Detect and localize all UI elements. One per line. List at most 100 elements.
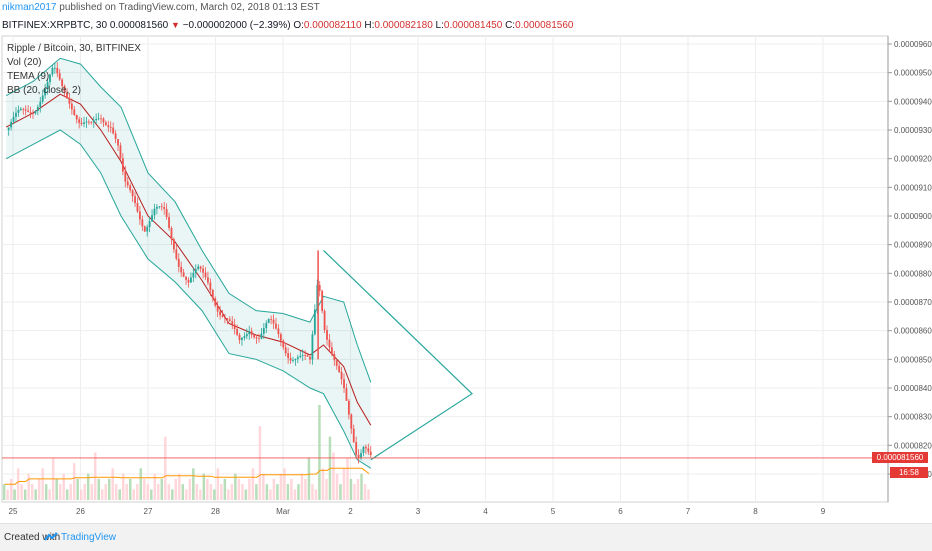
candle-body xyxy=(282,340,285,348)
footer-bar: Created with TradingView xyxy=(0,523,932,551)
volume-bar xyxy=(213,489,216,500)
volume-bar xyxy=(9,478,13,500)
volume-bar xyxy=(300,473,304,500)
candle-body xyxy=(292,360,294,361)
volume-bar xyxy=(79,489,83,500)
y-tick-label: 0.000089000 xyxy=(894,241,932,250)
candle-body xyxy=(304,355,307,356)
volume-bar xyxy=(269,489,272,500)
candle-body xyxy=(39,101,42,107)
candle-body xyxy=(355,442,358,455)
candle-body xyxy=(27,110,30,113)
candle-body xyxy=(270,318,273,320)
candle-body xyxy=(362,446,365,454)
high-value: 0.000082180 xyxy=(374,20,433,31)
volume-bar xyxy=(132,489,136,500)
candle-body xyxy=(350,414,353,429)
candle-body xyxy=(202,268,204,273)
volume-bar xyxy=(41,468,44,500)
candle-body xyxy=(345,388,348,401)
candle-body xyxy=(155,206,158,209)
candle-body xyxy=(260,333,263,339)
volume-bar xyxy=(286,484,290,500)
volume-bar xyxy=(356,478,360,500)
candle-body xyxy=(87,121,90,123)
candle-body xyxy=(180,266,183,273)
price-chart[interactable]: 0.000096000 0.000095000 0.000094000 0.00009… xyxy=(0,0,932,523)
volume-bar xyxy=(30,484,34,500)
ohlc-header: BITFINEX:XRPBTC, 30 0.000081560 ▼ −0.000… xyxy=(2,20,573,31)
volume-bar xyxy=(199,489,202,500)
volume-bar xyxy=(164,436,167,500)
volume-bar xyxy=(216,468,220,500)
volume-bar xyxy=(192,468,195,500)
candle-body xyxy=(226,318,229,320)
candle-body xyxy=(151,215,153,222)
volume-bar xyxy=(23,489,27,500)
volume-bar xyxy=(185,489,188,500)
candle-body xyxy=(29,112,32,114)
x-tick-label: 6 xyxy=(618,507,623,516)
candle-body xyxy=(185,276,187,280)
volume-bar xyxy=(55,478,58,500)
volume-bar xyxy=(146,484,150,500)
candle-body xyxy=(70,103,73,110)
volume-bar xyxy=(143,478,146,500)
volume-bar xyxy=(339,484,342,500)
volume-bar xyxy=(114,484,118,500)
candle-body xyxy=(173,239,175,250)
candle-body xyxy=(289,358,292,361)
volume-bar xyxy=(293,489,297,500)
y-tick-label: 0.000092000 xyxy=(894,155,932,164)
candle-body xyxy=(182,272,185,277)
candle-body xyxy=(138,211,141,220)
candle-body xyxy=(360,453,362,458)
candle-body xyxy=(224,316,226,319)
low-label: L: xyxy=(435,20,444,31)
candle-body xyxy=(160,206,163,208)
volume-bar xyxy=(227,489,230,500)
tradingview-brand[interactable]: TradingView xyxy=(61,532,117,543)
x-tick-label: 9 xyxy=(821,507,826,516)
candle-body xyxy=(364,446,367,449)
volume-bar xyxy=(34,489,37,500)
candle-body xyxy=(238,334,241,341)
candle-body xyxy=(192,272,195,278)
volume-bar xyxy=(297,484,300,500)
candle-body xyxy=(211,290,214,299)
candle-body xyxy=(165,209,168,218)
legend-tema[interactable]: TEMA (9) xyxy=(7,71,50,82)
volume-bar xyxy=(69,484,72,500)
volume-bar xyxy=(276,484,279,500)
volume-bar xyxy=(258,426,262,500)
volume-bar xyxy=(321,468,325,500)
volume-bar xyxy=(255,484,258,500)
candle-body xyxy=(275,323,277,329)
candle-body xyxy=(187,279,190,283)
volume-bar xyxy=(136,484,139,500)
candle-body xyxy=(90,121,93,123)
volume-bar xyxy=(314,489,318,500)
candle-body xyxy=(15,112,17,117)
volume-bar xyxy=(150,489,153,500)
created-with-label: Created with xyxy=(4,532,61,543)
candle-body xyxy=(85,121,88,123)
candle-body xyxy=(296,357,299,359)
volume-bar xyxy=(111,468,114,500)
volume-bar xyxy=(202,473,206,500)
legend-vol[interactable]: Vol (20) xyxy=(7,57,42,68)
candle-body xyxy=(253,334,256,338)
candle-body xyxy=(219,311,222,316)
candle-body xyxy=(369,451,372,455)
legend-bb[interactable]: BB (20, close, 2) xyxy=(7,85,81,96)
candle-body xyxy=(255,337,258,339)
candle-body xyxy=(119,145,122,159)
candle-body xyxy=(129,185,132,191)
author-link[interactable]: nikman2017 xyxy=(2,2,57,13)
volume-bar xyxy=(157,484,160,500)
candle-body xyxy=(41,95,44,102)
candle-body xyxy=(56,67,59,74)
candle-body xyxy=(109,127,112,128)
volume-bar xyxy=(13,489,16,500)
volume-bar xyxy=(20,484,23,500)
